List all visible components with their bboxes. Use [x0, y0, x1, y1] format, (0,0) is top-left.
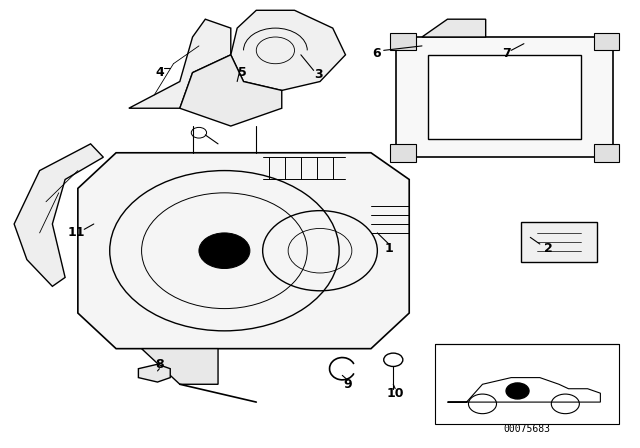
Text: 3: 3 [314, 69, 323, 82]
Polygon shape [231, 10, 346, 90]
Polygon shape [138, 364, 170, 382]
Text: 1: 1 [385, 242, 393, 255]
Circle shape [506, 383, 529, 399]
Text: 11: 11 [68, 226, 85, 239]
Polygon shape [141, 349, 218, 384]
Text: 4: 4 [155, 66, 164, 79]
Bar [390, 144, 415, 162]
Polygon shape [129, 19, 231, 108]
Polygon shape [428, 55, 581, 139]
Bar [594, 144, 620, 162]
Polygon shape [396, 37, 613, 157]
Bar [435, 344, 620, 424]
Text: 5: 5 [238, 66, 246, 79]
Text: 7: 7 [502, 47, 511, 60]
Polygon shape [180, 55, 282, 126]
FancyBboxPatch shape [521, 222, 597, 262]
Text: 2: 2 [544, 242, 552, 255]
Text: 9: 9 [343, 378, 352, 391]
Polygon shape [422, 19, 486, 37]
Text: 8: 8 [155, 358, 164, 371]
Bar [594, 33, 620, 50]
Bar [390, 33, 415, 50]
Text: 6: 6 [372, 47, 380, 60]
Polygon shape [78, 153, 409, 349]
Circle shape [199, 233, 250, 268]
Text: 00075683: 00075683 [504, 424, 550, 434]
Text: 10: 10 [387, 387, 404, 400]
Polygon shape [14, 144, 103, 286]
